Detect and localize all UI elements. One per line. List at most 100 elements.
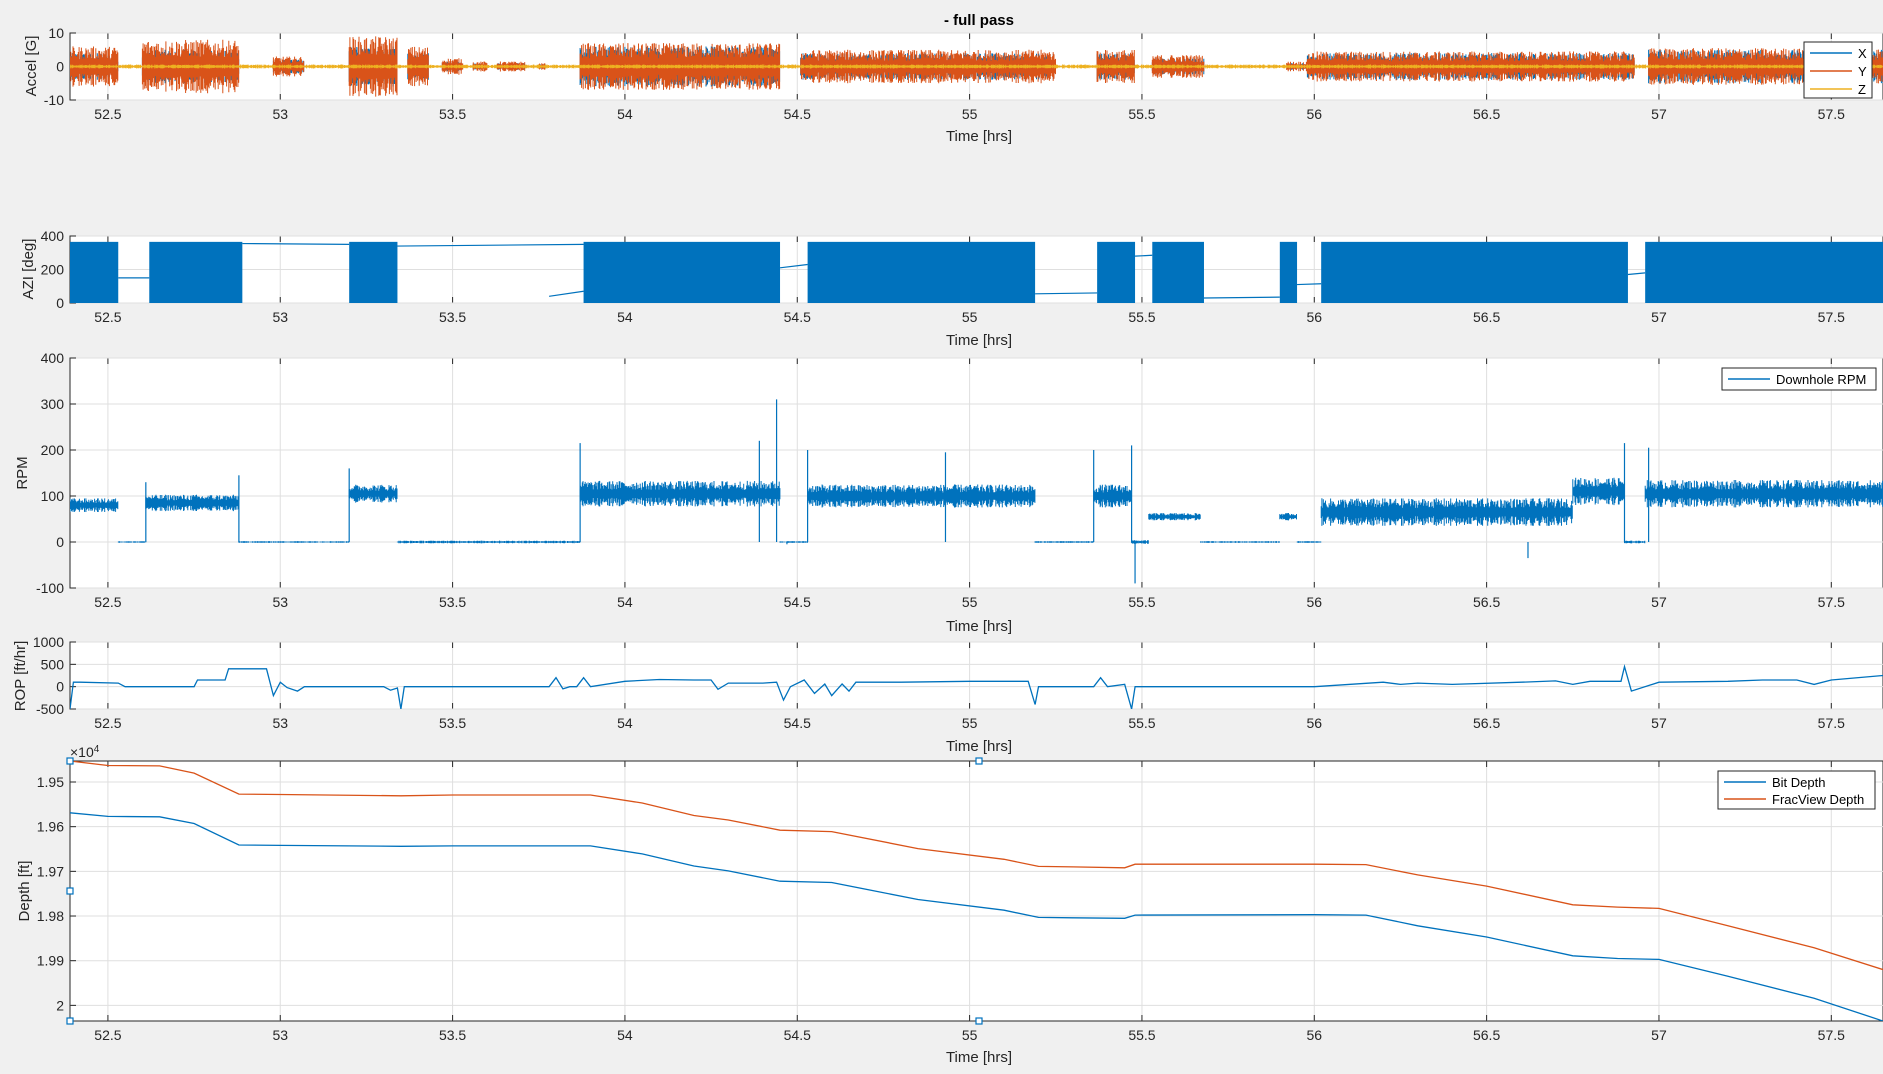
x-tick-label: 54: [617, 594, 633, 610]
rop-xlabel: Time [hrs]: [946, 738, 1012, 755]
x-tick-label: 56.5: [1473, 106, 1500, 122]
resize-handle-bottom-left[interactable]: [66, 1017, 74, 1025]
y-tick-label: 300: [41, 396, 65, 412]
rop-ylabel: ROP [ft/hr]: [12, 641, 29, 712]
x-tick-label: 57: [1651, 309, 1667, 325]
rpm-ylabel: RPM: [14, 456, 31, 489]
y-tick-label: 1.99: [37, 953, 64, 969]
y-tick-label: 400: [41, 228, 65, 244]
x-tick-label: 53: [272, 1027, 288, 1043]
x-tick-label: 54: [617, 1027, 633, 1043]
y-tick-label: 1000: [33, 634, 64, 650]
x-tick-label: 56: [1306, 1027, 1322, 1043]
x-tick-label: 55.5: [1128, 1027, 1155, 1043]
x-tick-label: 57.5: [1818, 594, 1845, 610]
x-tick-label: 54.5: [784, 106, 811, 122]
rpm-legend: Downhole RPM: [1721, 367, 1877, 391]
y-tick-label: 0: [56, 679, 64, 695]
rpm-xlabel: Time [hrs]: [946, 618, 1012, 635]
x-tick-label: 57.5: [1818, 106, 1845, 122]
azi-rotation-band: [1152, 241, 1204, 303]
y-tick-label: 500: [41, 656, 65, 672]
azi-rotation-band: [1321, 241, 1628, 303]
x-tick-label: 55.5: [1128, 594, 1155, 610]
azi-static-segment: [549, 290, 584, 297]
depth-legend: Bit Depth FracView Depth: [1717, 770, 1876, 810]
legend-label-downhole-rpm: Downhole RPM: [1776, 372, 1866, 387]
x-tick-label: 55: [962, 715, 978, 731]
azi-static-segment: [1627, 272, 1646, 276]
accel-ylabel: Accel [G]: [23, 36, 40, 97]
x-tick-label: 54: [617, 715, 633, 731]
depth-plot-area: [70, 761, 1883, 1021]
y-tick-label: 0: [56, 295, 64, 311]
y-tick-label: -100: [36, 580, 64, 596]
x-tick-label: 55: [962, 309, 978, 325]
azi-static-segment: [1297, 283, 1322, 286]
x-tick-label: 53: [272, 309, 288, 325]
legend-label-y: Y: [1858, 64, 1867, 79]
azi-ylabel: AZI [deg]: [20, 239, 37, 300]
azi-static-segment: [779, 263, 808, 269]
x-tick-label: 53: [272, 106, 288, 122]
azi-static-segment: [1035, 292, 1098, 295]
x-tick-label: 57: [1651, 715, 1667, 731]
depth-xlabel: Time [hrs]: [946, 1049, 1012, 1066]
x-tick-label: 54: [617, 106, 633, 122]
figure-title: - full pass: [944, 12, 1014, 29]
azi-static-segment: [397, 243, 584, 247]
resize-handle-bottom-middle[interactable]: [975, 1017, 983, 1025]
x-tick-label: 53.5: [439, 1027, 466, 1043]
accel-legend: X Y Z: [1803, 41, 1873, 99]
x-tick-label: 52.5: [94, 1027, 121, 1043]
y-tick-label: 1.98: [37, 908, 64, 924]
accel-panel: 52.5 53 53.5 54 54.5 55 55.5 56 56.5 57 57.5 -10 0 10…: [23, 25, 1883, 145]
y-tick-label: 1.97: [37, 863, 64, 879]
x-tick-label: 56.5: [1473, 1027, 1500, 1043]
azi-rotation-band: [1645, 241, 1883, 303]
legend-label-x: X: [1858, 46, 1867, 61]
x-tick-label: 53.5: [439, 715, 466, 731]
x-tick-label: 53.5: [439, 106, 466, 122]
resize-handle-middle-left[interactable]: [66, 887, 74, 895]
resize-handle-top-middle[interactable]: [975, 757, 983, 765]
azi-panel: 52.5 53 53.5 54 54.5 55 55.5 56 56.5 57 57.5 0 200 40…: [20, 228, 1883, 349]
x-tick-label: 57.5: [1818, 715, 1845, 731]
selection-handles[interactable]: [66, 757, 983, 1025]
x-tick-label: 56.5: [1473, 715, 1500, 731]
x-tick-label: 52.5: [94, 309, 121, 325]
y-tick-label: 0: [56, 59, 64, 75]
legend-label-z: Z: [1858, 82, 1866, 97]
azi-rotation-band: [1097, 241, 1136, 303]
x-tick-label: 54.5: [784, 309, 811, 325]
depth-axes: [69, 760, 1883, 1022]
y-tick-label: 0: [56, 534, 64, 550]
x-tick-label: 54: [617, 309, 633, 325]
x-tick-label: 53.5: [439, 594, 466, 610]
rpm-panel: 52.5 53 53.5 54 54.5 55 55.5 56 56.5 57 57.5 -100 0 1…: [14, 350, 1883, 635]
azi-rotation-band: [70, 241, 119, 303]
x-tick-label: 53.5: [439, 309, 466, 325]
x-tick-label: 55.5: [1128, 309, 1155, 325]
y-tick-label: 400: [41, 350, 65, 366]
downhole-rpm-line: [70, 477, 1883, 544]
x-tick-label: 55.5: [1128, 106, 1155, 122]
y-tick-label: 2: [56, 997, 64, 1013]
rop-plot-area: [70, 664, 1883, 709]
x-tick-label: 53: [272, 594, 288, 610]
azi-static-segment: [1135, 254, 1153, 257]
y-tick-label: 1.96: [37, 819, 64, 835]
depth-ylabel: Depth [ft]: [16, 861, 33, 922]
azi-plot-area: [70, 241, 1883, 303]
x-tick-label: 54.5: [784, 1027, 811, 1043]
x-tick-label: 57: [1651, 106, 1667, 122]
azi-static-segment: [1203, 296, 1280, 299]
x-tick-label: 55: [962, 594, 978, 610]
azi-rotation-band: [349, 241, 398, 303]
x-tick-label: 56: [1306, 594, 1322, 610]
y-tick-label: -10: [44, 92, 64, 108]
resize-handle-top-left[interactable]: [66, 757, 74, 765]
azi-rotation-band: [807, 241, 1036, 303]
x-tick-label: 54.5: [784, 715, 811, 731]
x-tick-label: 55.5: [1128, 715, 1155, 731]
